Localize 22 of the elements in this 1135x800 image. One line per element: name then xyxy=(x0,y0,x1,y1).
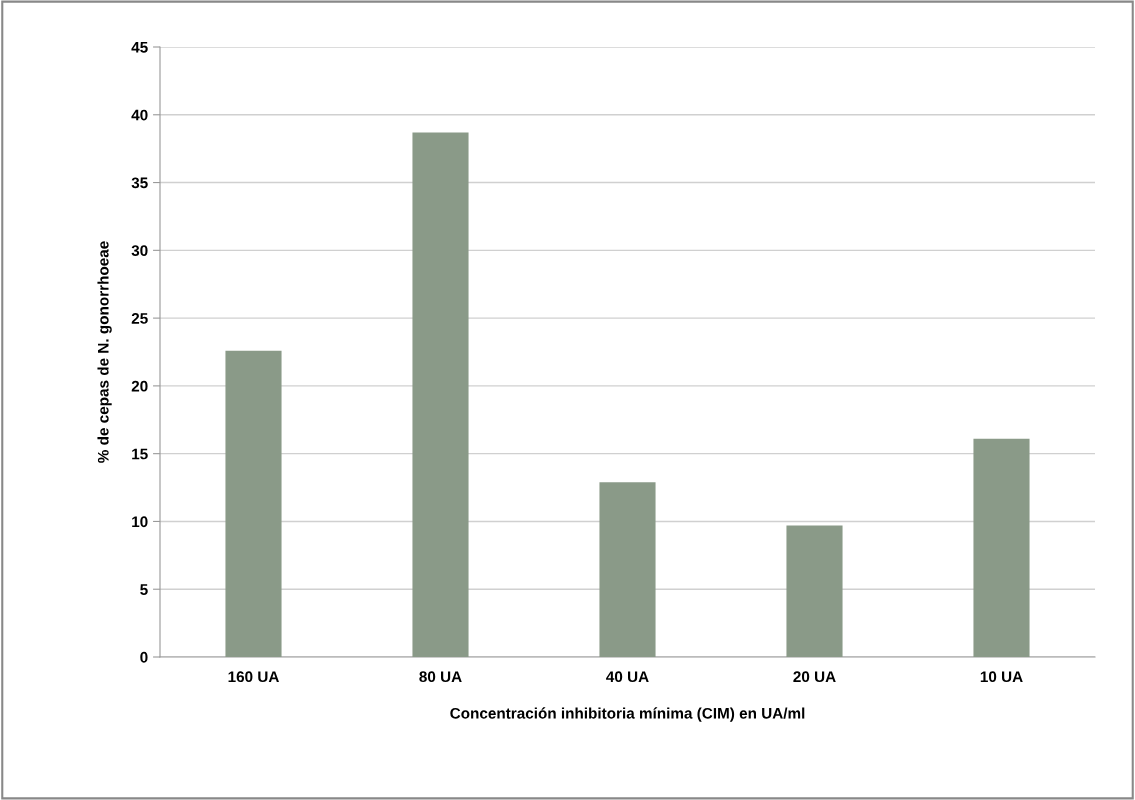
bar xyxy=(786,525,843,657)
bar xyxy=(599,482,656,657)
x-tick-label: 160 UA xyxy=(228,671,279,683)
x-tick-label: 80 UA xyxy=(419,671,462,683)
y-tick-label: 10 xyxy=(132,516,148,528)
y-tick-label: 20 xyxy=(131,380,148,392)
y-tick-label: 5 xyxy=(140,584,148,595)
y-tick-label: 25 xyxy=(131,312,148,324)
x-tick-label: 40 UA xyxy=(606,671,649,683)
bar xyxy=(412,132,469,657)
y-tick-label: 40 xyxy=(131,109,148,121)
bar xyxy=(225,350,282,657)
y-tick-label: 35 xyxy=(131,177,148,189)
y-tick-label: 15 xyxy=(132,448,148,460)
x-tick-label: 20 UA xyxy=(793,671,836,683)
y-tick-label: 30 xyxy=(131,245,148,257)
y-tick-label: 0 xyxy=(140,651,148,663)
y-tick-label: 45 xyxy=(131,42,148,53)
x-axis-title: Concentración inhibitoria mínima (CIM) en UA/ml xyxy=(450,707,805,722)
bar xyxy=(973,438,1030,657)
y-axis-title: % de cepas de N. gonorrhoeae xyxy=(97,241,112,463)
x-tick-label: 10 UA xyxy=(980,671,1023,683)
